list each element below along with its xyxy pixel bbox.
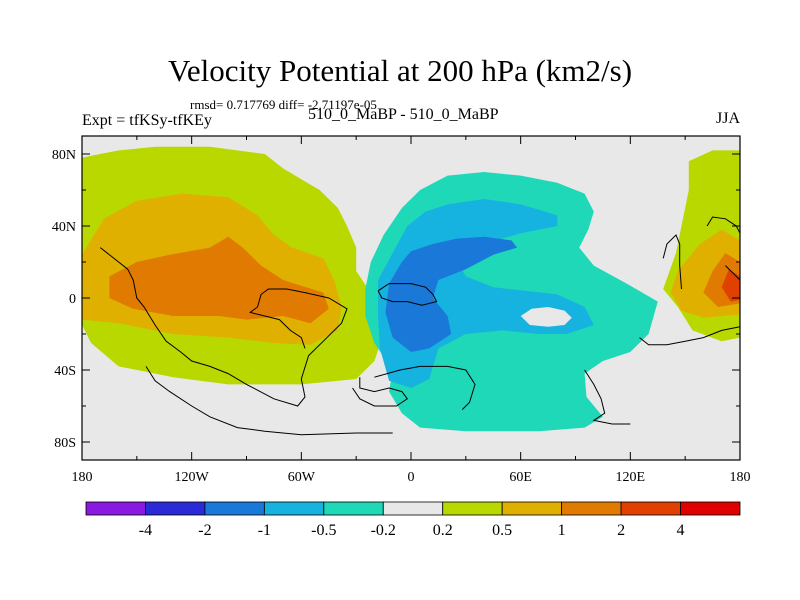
colorbar-label: -0.5 xyxy=(311,522,336,539)
y-tick-label: 40N xyxy=(52,220,76,235)
center-label: 510_0_MaBP - 510_0_MaBP xyxy=(308,106,499,123)
coastline-4 xyxy=(145,366,393,436)
colorbar-swatch-8 xyxy=(561,501,622,516)
coastline-5 xyxy=(584,369,631,425)
x-tick-label: 120E xyxy=(616,470,646,485)
coastline-7 xyxy=(639,326,740,346)
contour-positive-core-0 xyxy=(721,269,740,302)
x-tick-label: 60E xyxy=(509,470,532,485)
colorbar-swatch-4 xyxy=(323,501,384,516)
colorbar-swatch-3 xyxy=(263,501,325,516)
colorbar-label: 0.5 xyxy=(492,522,512,539)
coastline-0 xyxy=(99,247,348,407)
contour-negative-core-0 xyxy=(385,236,517,352)
colorbar-label: 0.2 xyxy=(433,522,453,539)
colorbar-swatch-1 xyxy=(145,501,206,516)
colorbar-swatch-2 xyxy=(204,501,265,516)
y-tick-label: 80S xyxy=(54,436,76,451)
colorbar-label: 2 xyxy=(617,522,625,539)
x-tick-label: 180 xyxy=(730,470,751,485)
colorbar-swatch-0 xyxy=(85,501,146,516)
colorbar: -4 -2 -1 -0.5 -0.2 0.2 0.5 1 2 4 xyxy=(85,501,741,539)
x-tick-label: 120W xyxy=(175,470,210,485)
colorbar-label: -1 xyxy=(258,522,271,539)
colorbar-label: 4 xyxy=(677,522,685,539)
colorbar-swatch-6 xyxy=(442,501,503,516)
coastlines xyxy=(99,216,740,436)
season-label: JJA xyxy=(716,110,741,127)
x-tick-label: 60W xyxy=(288,470,316,485)
y-tick-label: 80N xyxy=(52,148,76,163)
x-tick-label: 180 xyxy=(72,470,93,485)
experiment-label: Expt = tfKSy-tfKEy xyxy=(82,112,212,129)
y-axis: 80N 40N 0 40S 80S xyxy=(52,148,740,451)
y-tick-label: 40S xyxy=(54,364,76,379)
colorbar-label: -0.2 xyxy=(371,522,396,539)
colorbar-swatch-5 xyxy=(382,501,444,516)
x-axis: 180 120W 60W 0 60E 120E 180 xyxy=(72,136,751,485)
coastline-3 xyxy=(352,377,409,407)
coastline-6 xyxy=(662,234,682,290)
coastline-8 xyxy=(706,216,740,234)
colorbar-label: 1 xyxy=(558,522,566,539)
y-tick-label: 0 xyxy=(69,292,76,307)
colorbar-label: -4 xyxy=(139,522,152,539)
x-tick-label: 0 xyxy=(408,470,415,485)
contour-positive-high-0 xyxy=(109,236,329,324)
colorbar-swatch-9 xyxy=(620,501,681,516)
coastline-1 xyxy=(374,365,476,410)
colorbar-swatch-7 xyxy=(501,501,563,516)
chart-title: Velocity Potential at 200 hPa (km2/s) xyxy=(167,53,633,88)
coastline-2 xyxy=(377,283,438,306)
contour-fields xyxy=(82,146,740,432)
colorbar-swatch-10 xyxy=(680,501,741,516)
coastline-9 xyxy=(725,265,740,281)
colorbar-label: -2 xyxy=(198,522,211,539)
contour-neutral-hole-0 xyxy=(520,307,572,327)
stats-line: rmsd= 0.717769 diff= -2.71197e-05 xyxy=(190,97,377,112)
